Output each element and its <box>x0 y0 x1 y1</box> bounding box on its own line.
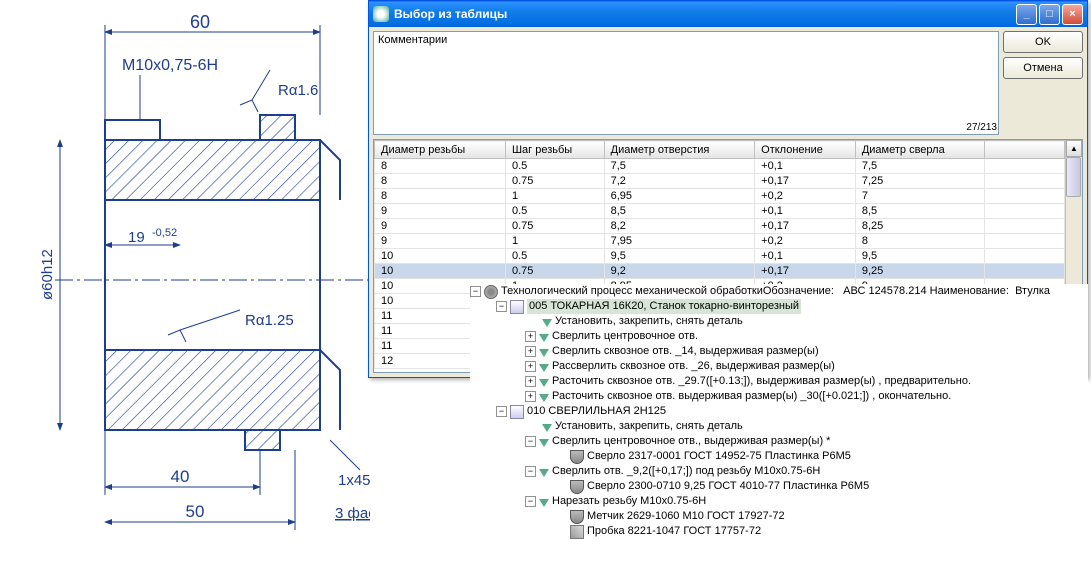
column-header[interactable]: Отклонение <box>755 141 856 159</box>
step-icon <box>539 499 549 507</box>
step-icon <box>542 424 552 432</box>
svg-text:60: 60 <box>190 12 210 32</box>
table-row[interactable]: 80.57,5+0,17,5 <box>375 159 1065 174</box>
step-icon <box>539 334 549 342</box>
expand-icon[interactable]: − <box>496 301 507 312</box>
tree-item[interactable]: Сверлить центровочное отв. <box>552 329 698 344</box>
comment-textarea[interactable]: Комментарии <box>373 31 999 135</box>
column-header[interactable]: Диаметр отверстия <box>604 141 755 159</box>
tree-item[interactable]: Расточить сквозное отв. выдерживая разме… <box>552 389 951 404</box>
step-icon <box>539 364 549 372</box>
step-icon <box>539 394 549 402</box>
table-row[interactable]: 917,95+0,28 <box>375 234 1065 249</box>
expand-icon[interactable]: − <box>470 286 481 297</box>
table-row[interactable]: 90.758,2+0,178,25 <box>375 219 1065 234</box>
svg-text:ø60h12: ø60h12 <box>39 249 56 300</box>
technical-drawing: 60 M10x0,75-6H Rα1.6 19 -0,52 Rα1.25 ø60… <box>0 0 370 561</box>
column-header[interactable]: Шаг резьбы <box>505 141 604 159</box>
ok-button[interactable]: OK <box>1003 31 1083 53</box>
operation-icon <box>510 405 524 419</box>
table-row[interactable]: 90.58,5+0,18,5 <box>375 204 1065 219</box>
maximize-button[interactable]: □ <box>1039 4 1060 25</box>
tree-item[interactable]: Сверло 2300-0710 9,25 ГОСТ 4010-77 Пласт… <box>587 479 869 494</box>
svg-text:50: 50 <box>186 502 205 521</box>
column-header[interactable]: Диаметр резьбы <box>375 141 506 159</box>
gear-icon <box>484 285 498 299</box>
svg-text:Rα1.25: Rα1.25 <box>245 312 294 329</box>
expand-icon[interactable]: − <box>525 496 536 507</box>
table-row[interactable]: 100.759,2+0,179,25 <box>375 264 1065 279</box>
expand-icon[interactable]: + <box>525 346 536 357</box>
expand-icon[interactable]: − <box>496 406 507 417</box>
step-icon <box>539 439 549 447</box>
tree-item[interactable]: Сверлить центровочное отв., выдерживая р… <box>552 434 830 449</box>
comment-label: Комментарии <box>378 34 994 46</box>
svg-text:1x45°: 1x45° <box>338 472 370 489</box>
tree-item[interactable]: Сверло 2317-0001 ГОСТ 14952-75 Пластинка… <box>587 449 851 464</box>
tree-item[interactable]: Сверлить отв. _9,2([+0,17;]) под резьбу … <box>552 464 820 479</box>
svg-text:19: 19 <box>128 229 145 246</box>
svg-text:Rα1.6: Rα1.6 <box>278 82 318 99</box>
dialog-title: Выбор из таблицы <box>394 7 1014 21</box>
table-row[interactable]: 100.59,5+0,19,5 <box>375 249 1065 264</box>
expand-icon[interactable]: + <box>525 391 536 402</box>
tree-item[interactable]: 005 ТОКАРНАЯ 16К20, Станок токарно-винто… <box>527 299 801 314</box>
step-icon <box>539 379 549 387</box>
svg-text:M10x0,75-6H: M10x0,75-6H <box>122 57 218 74</box>
expand-icon[interactable]: + <box>525 376 536 387</box>
svg-text:40: 40 <box>171 467 190 486</box>
scroll-thumb[interactable] <box>1066 157 1081 197</box>
expand-icon[interactable]: + <box>525 331 536 342</box>
table-row[interactable]: 80.757,2+0,177,25 <box>375 174 1065 189</box>
tool-icon <box>570 480 584 494</box>
step-icon <box>539 469 549 477</box>
step-icon <box>539 349 549 357</box>
tree-item[interactable]: Сверлить сквозное отв. _14, выдерживая р… <box>552 344 819 359</box>
step-icon <box>542 319 552 327</box>
close-button[interactable]: × <box>1062 4 1083 25</box>
tree-item[interactable]: Расточить сквозное отв. _29.7([+0.13;]),… <box>552 374 971 389</box>
tool-icon <box>570 510 584 524</box>
tree-item[interactable]: Метчик 2629-1060 М10 ГОСТ 17927-72 <box>587 509 785 524</box>
tree-item[interactable]: 010 СВЕРЛИЛЬНАЯ 2Н125 <box>527 404 666 419</box>
cancel-button[interactable]: Отмена <box>1003 57 1083 79</box>
tree-item[interactable]: Установить, закрепить, снять деталь <box>555 419 743 434</box>
tool-icon <box>570 525 584 539</box>
table-row[interactable]: 816,95+0,27 <box>375 189 1065 204</box>
tree-item[interactable]: Нарезать резьбу М10х0.75-6Н <box>552 494 706 509</box>
operation-icon <box>510 300 524 314</box>
expand-icon[interactable]: − <box>525 466 536 477</box>
tool-icon <box>570 450 584 464</box>
scroll-up-button[interactable]: ▲ <box>1066 140 1082 157</box>
expand-icon[interactable]: + <box>525 361 536 372</box>
column-header[interactable]: Диаметр сверла <box>855 141 984 159</box>
svg-text:3 фаски: 3 фаски <box>335 505 370 522</box>
tree-item[interactable]: Пробка 8221-1047 ГОСТ 17757-72 <box>587 524 761 539</box>
app-icon <box>373 6 389 22</box>
expand-icon[interactable]: − <box>525 436 536 447</box>
process-tree[interactable]: −Технологический процесс механической об… <box>470 284 1088 559</box>
tree-item[interactable]: Установить, закрепить, снять деталь <box>555 314 743 329</box>
titlebar[interactable]: Выбор из таблицы _ □ × <box>369 1 1087 27</box>
svg-text:-0,52: -0,52 <box>152 227 177 239</box>
row-counter: 27/213 <box>966 122 997 133</box>
minimize-button[interactable]: _ <box>1016 4 1037 25</box>
tree-item[interactable]: Рассверлить сквозное отв. _26, выдержива… <box>552 359 835 374</box>
